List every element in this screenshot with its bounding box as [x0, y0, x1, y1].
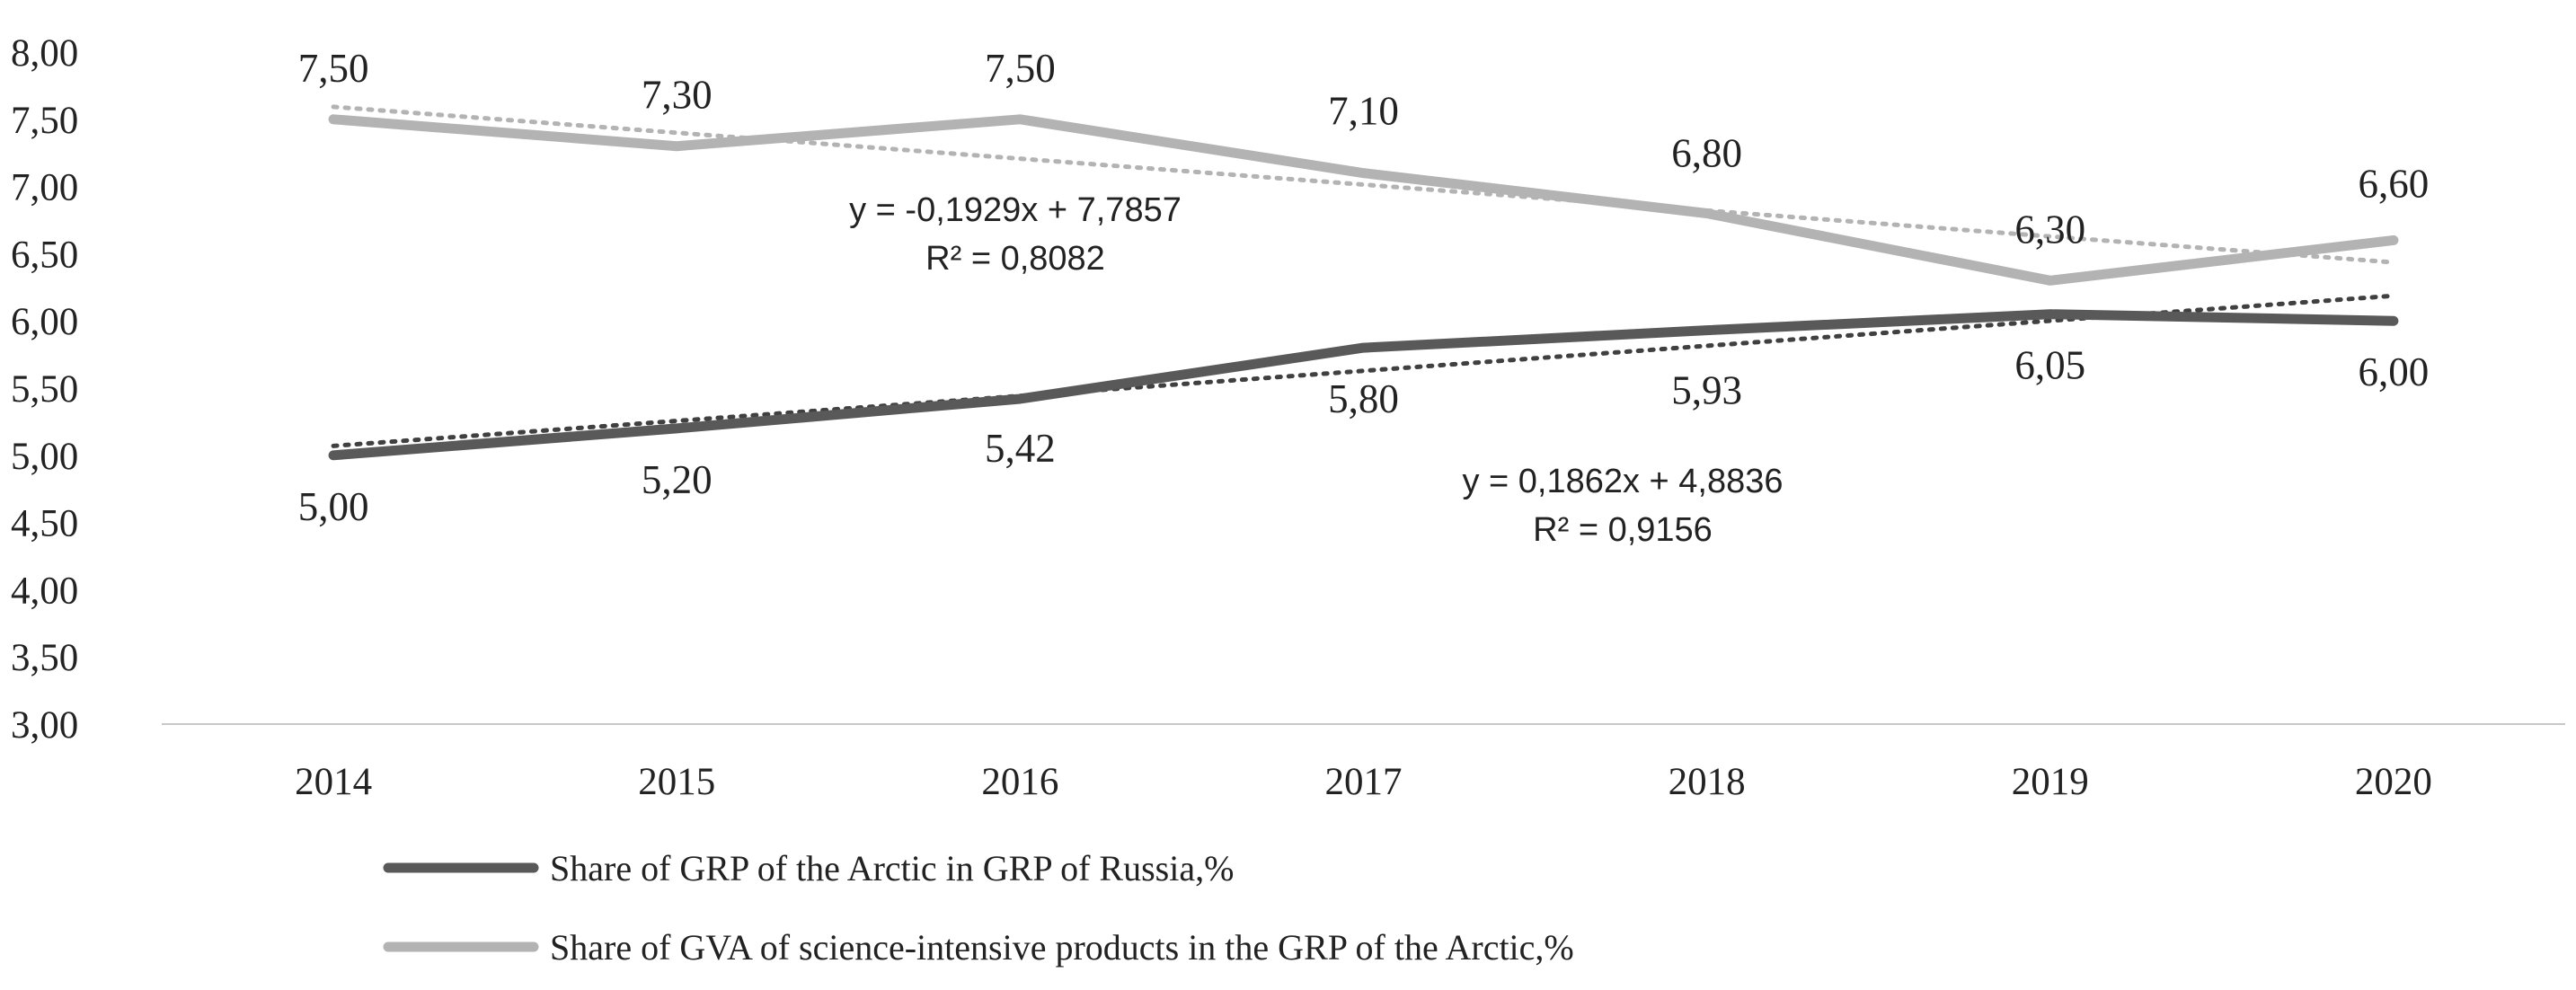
y-tick-label: 3,50 — [11, 637, 78, 679]
data-label: 7,10 — [1328, 89, 1399, 134]
data-label: 5,00 — [298, 484, 369, 529]
y-tick-label: 7,50 — [11, 100, 78, 142]
legend-label-1: Share of GRP of the Arctic in GRP of Rus… — [550, 848, 1234, 888]
x-tick-label: 2016 — [981, 761, 1058, 803]
y-tick-label: 7,00 — [11, 167, 78, 209]
data-point — [1363, 347, 1364, 349]
y-tick-label: 4,00 — [11, 570, 78, 612]
series-lines-group — [328, 114, 2399, 461]
data-label: 6,00 — [2359, 349, 2430, 394]
x-tick-label: 2017 — [1325, 761, 1403, 803]
data-point — [1363, 172, 1364, 174]
data-label: 5,20 — [642, 457, 713, 502]
y-tick-label: 8,00 — [11, 32, 78, 75]
x-tick-label: 2018 — [1669, 761, 1746, 803]
x-tick-label: 2020 — [2355, 761, 2432, 803]
x-tick-label: 2014 — [295, 761, 372, 803]
legend: Share of GRP of the Arctic in GRP of Rus… — [383, 848, 1574, 968]
data-point — [1706, 213, 1708, 215]
data-label: 7,50 — [298, 46, 369, 91]
trendlines-group — [331, 104, 2396, 448]
data-point — [1706, 330, 1708, 331]
axes-group: 3,00 3,50 4,00 4,50 5,00 5,50 6,00 6,50 7,00 7,50… — [11, 32, 2565, 803]
trend-r-squared: R² = 0,9156 — [1533, 511, 1713, 549]
trend-equations-group: y = -0,1929x + 7,7857 R² = 0,8082 y = 0,18… — [849, 191, 1783, 549]
data-label: 6,05 — [2014, 343, 2085, 388]
x-tick-label: 2015 — [638, 761, 715, 803]
data-label: 5,42 — [985, 426, 1056, 471]
data-labels-group: 5,00 5,20 5,42 5,80 5,93 6,05 6,00 7,50 7,30 7,50… — [298, 46, 2430, 529]
y-tick-label: 3,00 — [11, 704, 78, 747]
y-tick-label: 5,00 — [11, 436, 78, 478]
data-label: 6,60 — [2359, 161, 2430, 206]
x-tick-label: 2019 — [2012, 761, 2089, 803]
data-point — [2049, 279, 2051, 281]
data-label: 5,80 — [1328, 376, 1399, 421]
data-label: 7,30 — [642, 73, 713, 118]
series-line-2 — [328, 114, 2399, 286]
data-label: 5,93 — [1671, 368, 1742, 413]
data-label: 6,30 — [2014, 207, 2085, 252]
y-tick-label: 6,00 — [11, 301, 78, 343]
data-label: 7,50 — [985, 46, 1056, 91]
data-point — [1019, 398, 1021, 400]
trend-equation: y = 0,1862x + 4,8836 — [1462, 463, 1783, 500]
y-tick-label: 6,50 — [11, 234, 78, 276]
trend-equation: y = -0,1929x + 7,7857 — [849, 191, 1182, 229]
data-point — [2393, 320, 2395, 322]
trend-r-squared: R² = 0,8082 — [925, 240, 1105, 278]
data-point — [2393, 239, 2395, 241]
trendline-series-1 — [331, 293, 2396, 448]
data-label: 6,80 — [1671, 131, 1742, 176]
legend-label-2: Share of GVA of science-intensive produc… — [550, 927, 1574, 968]
y-tick-label: 5,50 — [11, 368, 78, 411]
y-tick-label: 4,50 — [11, 503, 78, 545]
trendline-series-2 — [331, 104, 2396, 265]
